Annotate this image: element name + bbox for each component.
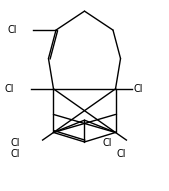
Text: Cl: Cl xyxy=(133,84,143,94)
Text: Cl: Cl xyxy=(4,84,14,94)
Text: Cl: Cl xyxy=(116,149,126,159)
Text: Cl: Cl xyxy=(11,149,20,159)
Text: Cl: Cl xyxy=(103,138,112,148)
Text: Cl: Cl xyxy=(7,25,17,35)
Text: Cl: Cl xyxy=(11,138,20,148)
